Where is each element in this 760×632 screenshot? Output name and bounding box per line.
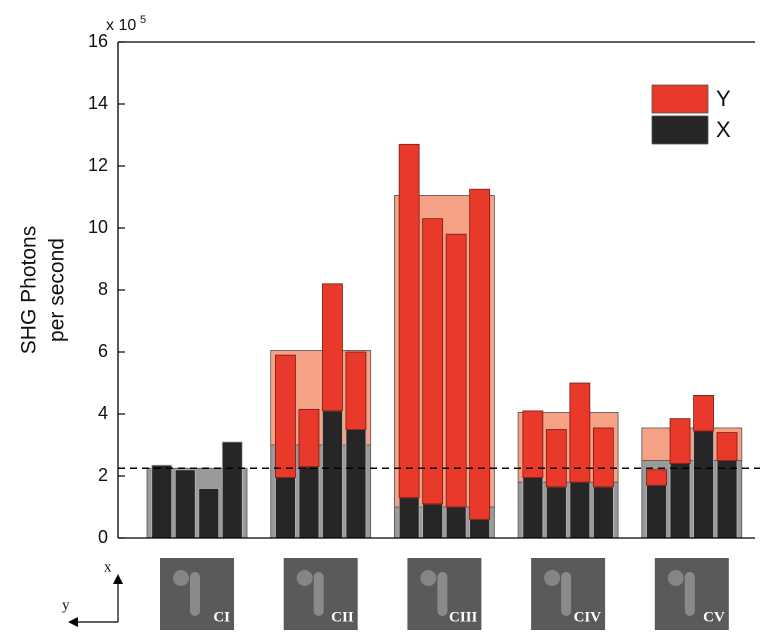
- legend-swatch: [652, 116, 708, 144]
- thumbnail: CIII: [407, 558, 481, 630]
- thumbnail-feature: [668, 570, 684, 586]
- bar-segment: [346, 352, 366, 430]
- bar-segment: [275, 355, 295, 477]
- category-label: CIV: [574, 609, 602, 625]
- bar-segment: [593, 487, 613, 538]
- orientation-indicator: x y: [62, 559, 123, 627]
- y-tick-label: 14: [88, 93, 108, 113]
- y-tick-label: 4: [98, 403, 108, 423]
- thumbnail-feature: [314, 572, 324, 616]
- bar-segment: [717, 461, 737, 539]
- bar-segment: [647, 485, 667, 538]
- thumbnail-feature: [297, 570, 313, 586]
- bar-segment: [546, 487, 566, 538]
- thumbnail-feature: [561, 572, 571, 616]
- arrow-head: [113, 574, 123, 584]
- bar-segment: [546, 430, 566, 487]
- bar-segment: [647, 470, 667, 486]
- thumbnail: CIV: [531, 558, 605, 630]
- y-tick-label: 12: [88, 155, 108, 175]
- y-axis-title: SHG Photons per second: [18, 226, 69, 354]
- bar-segment: [694, 395, 714, 431]
- bar-segment: [446, 507, 466, 538]
- y-axis-title-line: SHG Photons: [18, 226, 41, 354]
- bar-segment: [346, 430, 366, 539]
- bar-segment: [399, 498, 419, 538]
- bar-segment: [694, 431, 714, 538]
- thumbnail-feature: [190, 572, 200, 616]
- orientation-label: x: [104, 559, 112, 575]
- y-axis-title-line: per second: [46, 238, 69, 342]
- bar-segment: [670, 419, 690, 464]
- y-scale-exponent: 5: [140, 14, 146, 26]
- bar-segment: [322, 411, 342, 538]
- y-tick-label: 16: [88, 31, 108, 51]
- bar-segment: [322, 284, 342, 411]
- thumbnail-feature: [420, 570, 436, 586]
- legend-swatch: [652, 85, 708, 113]
- bar-segment: [175, 470, 195, 538]
- bar-segment: [470, 519, 490, 538]
- bar-segment: [570, 383, 590, 482]
- arrow-head: [68, 617, 78, 627]
- thumbnail: CI: [160, 558, 234, 630]
- category-label: CII: [331, 609, 354, 625]
- thumbnail-feature: [544, 570, 560, 586]
- bar-segment: [470, 189, 490, 519]
- bar-segment: [222, 442, 242, 538]
- legend-label: X: [716, 117, 731, 142]
- thumbnail-feature: [173, 570, 189, 586]
- bar-segment: [670, 464, 690, 538]
- chart: x 10 5 SHG Photons per second x y 0 2 4 6 8 1…: [0, 0, 760, 632]
- bar-segment: [446, 234, 466, 507]
- bar-segment: [299, 467, 319, 538]
- bar-segment: [593, 428, 613, 487]
- thumbnail: CV: [655, 558, 729, 630]
- y-tick-label: 10: [88, 217, 108, 237]
- category-label: CI: [213, 609, 230, 625]
- bar-segment: [423, 504, 443, 538]
- bar-segment: [717, 433, 737, 461]
- y-tick-label: 2: [98, 465, 108, 485]
- y-tick-label: 6: [98, 341, 108, 361]
- bar-segment: [523, 478, 543, 538]
- legend-label: Y: [716, 86, 731, 111]
- y-tick-label: 8: [98, 279, 108, 299]
- bar-segment: [199, 488, 219, 538]
- bar-segment: [275, 478, 295, 538]
- thumbnail: CII: [284, 558, 358, 630]
- thumbnail-feature: [685, 572, 695, 616]
- category-label: CIII: [449, 609, 478, 625]
- bar-segment: [423, 219, 443, 504]
- orientation-label: y: [62, 597, 70, 613]
- bar-segment: [399, 144, 419, 497]
- y-scale-base: x 10: [106, 17, 136, 34]
- thumbnail-feature: [437, 572, 447, 616]
- bar-segment: [299, 409, 319, 466]
- bar-segment: [570, 482, 590, 538]
- y-tick-label: 0: [98, 527, 108, 547]
- category-label: CV: [703, 609, 725, 625]
- bar-segment: [152, 465, 172, 538]
